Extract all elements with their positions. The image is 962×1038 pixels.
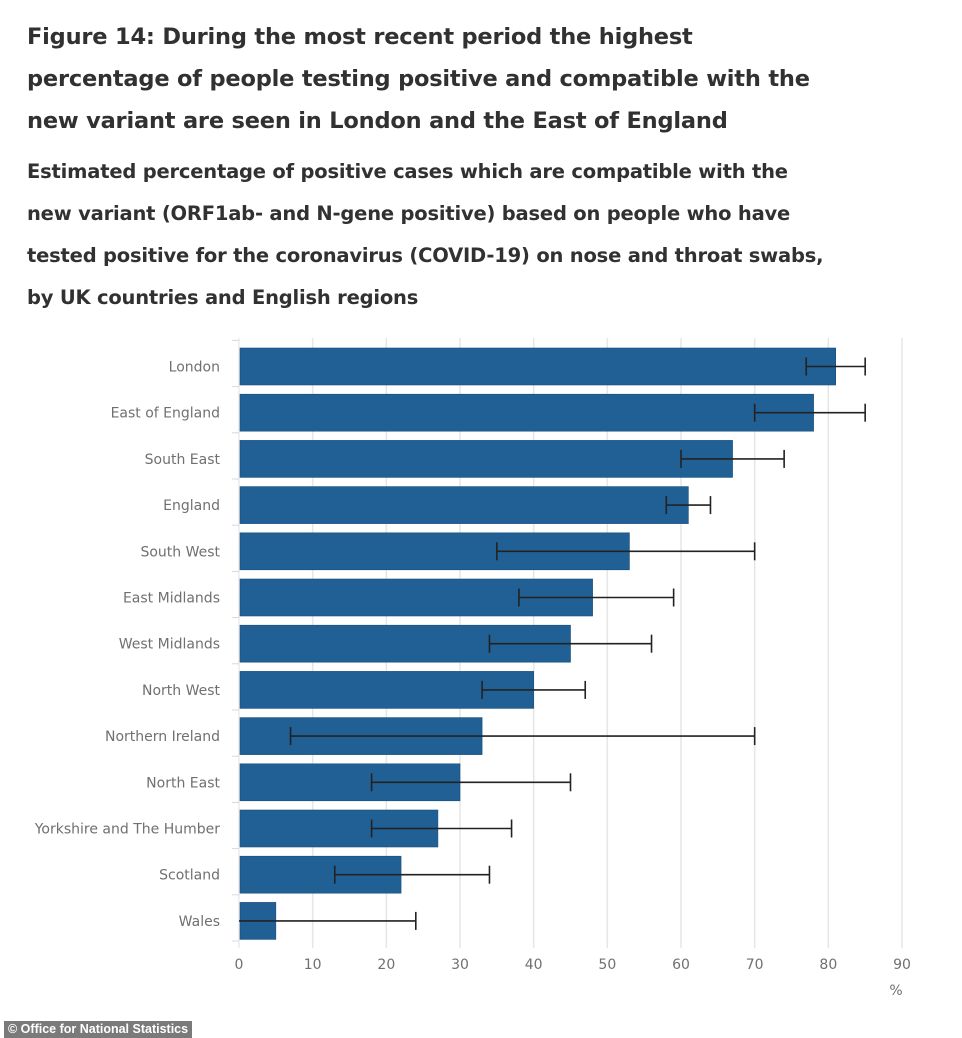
- category-label: Wales: [179, 914, 220, 930]
- bar: [239, 486, 689, 524]
- category-label: East of England: [111, 406, 220, 422]
- chart-title: Figure 14: During the most recent period…: [27, 24, 810, 134]
- source-credit: © Office for National Statistics: [4, 1021, 193, 1038]
- category-labels: London East of England South East England So…: [34, 360, 221, 930]
- x-tick-label: 0: [235, 957, 244, 973]
- x-tick-label: 30: [451, 957, 469, 973]
- x-axis-unit-label: %: [889, 983, 902, 999]
- category-label: North West: [142, 683, 221, 699]
- y-axis: [232, 338, 240, 948]
- x-tick-label: 60: [672, 957, 690, 973]
- category-label: North East: [146, 775, 220, 791]
- x-tick-label: 10: [304, 957, 322, 973]
- x-tick-label: 80: [819, 957, 837, 973]
- category-label: East Midlands: [123, 591, 220, 607]
- x-tick-label: 50: [598, 957, 616, 973]
- category-label: Scotland: [159, 868, 220, 884]
- bar: [239, 393, 814, 432]
- error-bars: [239, 357, 866, 930]
- x-tick-label: 90: [893, 957, 911, 973]
- bar-chart: London East of England South East England So…: [34, 338, 911, 999]
- category-label: South East: [145, 452, 221, 468]
- chart-subtitle: Estimated percentage of positive cases w…: [27, 160, 824, 309]
- category-label: West Midlands: [119, 637, 220, 653]
- bar: [239, 347, 837, 386]
- category-label: Yorkshire and The Humber: [34, 822, 221, 838]
- category-label: London: [169, 360, 220, 376]
- category-label: South West: [140, 544, 220, 560]
- x-tick-label: 20: [377, 957, 395, 973]
- x-tick-label: 40: [525, 957, 543, 973]
- x-tick-labels: 0 10 20 30 40 50 60 70 80 90: [235, 957, 911, 973]
- category-label: England: [163, 498, 220, 514]
- x-tick-label: 70: [746, 957, 764, 973]
- bar: [239, 440, 733, 478]
- category-label: Northern Ireland: [105, 729, 220, 745]
